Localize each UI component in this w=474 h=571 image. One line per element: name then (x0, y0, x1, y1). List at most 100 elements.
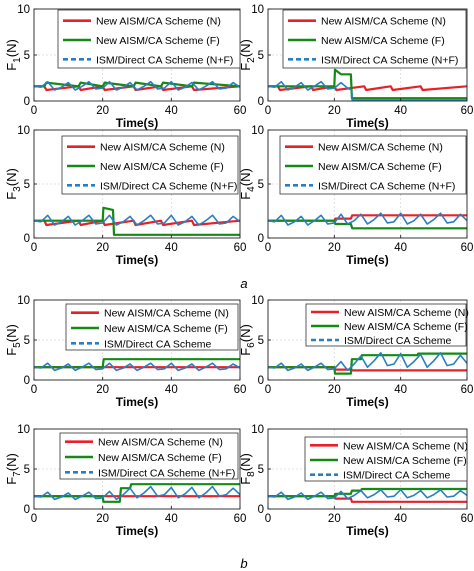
x-tick-label: 0 (265, 384, 271, 396)
y-tick-label: 5 (24, 179, 30, 191)
x-tick-label: 20 (328, 105, 341, 117)
chart-panel-4: 0 20 40 60 0 5 10 Time(s) F4(N) New AISM/CA Schem… (238, 125, 473, 267)
y-tick-label: 5 (258, 335, 264, 347)
series-line-3 (33, 80, 241, 91)
legend-label-3: ISM/Direct CA Scheme (N+F) (96, 54, 233, 66)
y-tick-label: 5 (24, 335, 30, 347)
legend: New AISM/CA Scheme (N) New AISM/CA Scheme… (61, 135, 239, 195)
legend-label-2: New AISM/CA Scheme (F) (318, 161, 442, 173)
chart-panel-6: 0 20 40 60 0 5 10 Time(s) F6(N) New AISM/CA Schem… (238, 295, 473, 409)
y-axis-label: F4(N) (238, 168, 257, 200)
series-line-3 (267, 351, 468, 372)
x-tick-label: 40 (165, 242, 178, 254)
x-tick-label: 60 (234, 105, 247, 117)
legend: New AISM/CA Scheme (N) New AISM/CA Scheme… (282, 9, 467, 69)
x-tick-label: 20 (96, 242, 109, 254)
legend-label-2: New AISM/CA Scheme (F) (104, 323, 228, 335)
x-axis-label: Time(s) (116, 524, 158, 538)
x-axis-label: Time(s) (346, 253, 388, 267)
legend: New AISM/CA Scheme (N) New AISM/CA Scheme… (59, 432, 239, 480)
chart-panel-7: 0 20 40 60 0 5 10 Time(s) F7(N) New AISM/CA Schem… (4, 424, 246, 538)
y-axis-label: F7(N) (4, 453, 23, 485)
x-tick-label: 60 (461, 242, 474, 254)
x-tick-label: 20 (328, 513, 341, 525)
legend-label-1: New AISM/CA Scheme (N) (344, 307, 469, 319)
series-line-1 (268, 85, 468, 92)
legend-label-3: ISM/Direct CA Scheme (343, 470, 451, 482)
figure-label-a: a (240, 276, 247, 291)
legend-label-1: New AISM/CA Scheme (N) (321, 16, 446, 28)
y-tick-label: 0 (258, 96, 264, 108)
legend: New AISM/CA Scheme (N) New AISM/CA Scheme… (65, 303, 239, 351)
legend-label-2: New AISM/CA Scheme (F) (343, 455, 467, 467)
y-tick-label: 0 (258, 504, 264, 516)
chart-panel-1: 0 20 40 60 0 5 10 Time(s) F1(N) New AISM/CA Schem… (4, 4, 246, 130)
series-line-3 (33, 214, 241, 226)
y-tick-label: 10 (251, 295, 264, 307)
x-tick-label: 20 (328, 384, 341, 396)
legend-label-2: New AISM/CA Scheme (F) (100, 161, 224, 173)
chart-panel-2: 0 20 40 60 0 5 10 Time(s) F2(N) New AISM/CA Schem… (238, 4, 473, 130)
x-tick-label: 40 (165, 105, 178, 117)
y-tick-label: 5 (24, 50, 30, 62)
legend-label-1: New AISM/CA Scheme (N) (96, 16, 221, 28)
series-line-2 (34, 358, 240, 369)
x-tick-label: 40 (394, 384, 407, 396)
legend-label-2: New AISM/CA Scheme (F) (96, 35, 220, 47)
x-tick-label: 0 (31, 242, 37, 254)
y-tick-label: 10 (17, 4, 30, 16)
y-axis-label: F8(N) (238, 453, 257, 485)
legend-label-2: New AISM/CA Scheme (F) (321, 35, 445, 47)
x-tick-label: 0 (31, 105, 37, 117)
y-tick-label: 0 (258, 233, 264, 245)
series-line-2 (34, 206, 240, 236)
y-tick-label: 0 (24, 233, 30, 245)
x-tick-label: 40 (394, 242, 407, 254)
series-line-3 (33, 362, 241, 372)
legend-label-2: New AISM/CA Scheme (F) (98, 452, 222, 464)
x-tick-label: 20 (96, 513, 109, 525)
series-line-2 (268, 352, 467, 375)
figure-label-b: b (240, 556, 247, 571)
legend-label-3: ISM/Direct CA Scheme (344, 335, 452, 347)
series-line-2 (268, 487, 467, 498)
y-tick-label: 10 (251, 125, 264, 137)
x-tick-label: 0 (265, 513, 271, 525)
legend-label-1: New AISM/CA Scheme (N) (100, 142, 225, 154)
x-tick-label: 40 (165, 384, 178, 396)
x-tick-label: 0 (31, 513, 37, 525)
series-line-3 (267, 488, 468, 501)
series-line-2 (268, 219, 467, 230)
y-tick-label: 0 (24, 504, 30, 516)
x-tick-label: 0 (265, 105, 271, 117)
x-tick-label: 60 (234, 513, 247, 525)
series-line-3 (267, 80, 467, 101)
x-tick-label: 60 (461, 513, 474, 525)
x-tick-label: 20 (96, 384, 109, 396)
y-tick-label: 5 (258, 464, 264, 476)
x-tick-label: 60 (234, 384, 247, 396)
x-tick-label: 40 (165, 513, 178, 525)
y-tick-label: 10 (251, 4, 264, 16)
legend-label-2: New AISM/CA Scheme (F) (344, 321, 468, 333)
x-tick-label: 0 (265, 242, 271, 254)
chart-panel-8: 0 20 40 60 0 5 10 Time(s) F8(N) New AISM/CA Schem… (238, 424, 473, 538)
y-axis-label: F2(N) (238, 39, 257, 71)
x-axis-label: Time(s) (346, 116, 388, 130)
legend-label-3: ISM/Direct CA Scheme (N+F) (321, 54, 458, 66)
x-axis-label: Time(s) (116, 395, 158, 409)
x-tick-label: 40 (394, 105, 407, 117)
y-axis-label: F3(N) (4, 168, 23, 200)
y-tick-label: 10 (17, 295, 30, 307)
series-line-3 (267, 212, 468, 226)
legend-label-3: ISM/Direct CA Scheme (N+F) (100, 180, 237, 192)
y-tick-label: 5 (258, 50, 264, 62)
y-tick-label: 10 (17, 125, 30, 137)
x-tick-label: 60 (461, 105, 474, 117)
x-tick-label: 20 (328, 242, 341, 254)
legend: New AISM/CA Scheme (N) New AISM/CA Scheme… (304, 436, 468, 482)
legend: New AISM/CA Scheme (N) New AISM/CA Scheme… (279, 135, 467, 195)
legend-label-1: New AISM/CA Scheme (N) (98, 437, 223, 449)
x-axis-label: Time(s) (346, 524, 388, 538)
